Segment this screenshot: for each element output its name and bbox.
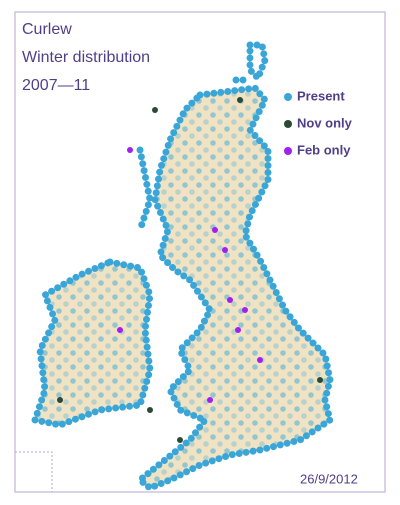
legend: Present Nov only Feb only: [284, 88, 353, 157]
legend-label: Present: [297, 88, 345, 103]
ireland: [30, 258, 154, 429]
legend-swatch: [284, 93, 292, 101]
legend-swatch: [284, 120, 292, 128]
inset-frame: [15, 451, 53, 492]
title-line: 2007—11: [22, 77, 90, 94]
date: 26/9/2012: [300, 471, 358, 486]
legend-swatch: [284, 147, 292, 155]
frame: [14, 11, 386, 493]
title-line: Winter distribution: [22, 49, 150, 66]
legend-label: Feb only: [297, 142, 351, 157]
legend-label: Nov only: [297, 115, 353, 130]
great-britain: [134, 41, 334, 493]
highlight-dots: [57, 97, 323, 443]
title-line: Curlew: [22, 21, 72, 38]
